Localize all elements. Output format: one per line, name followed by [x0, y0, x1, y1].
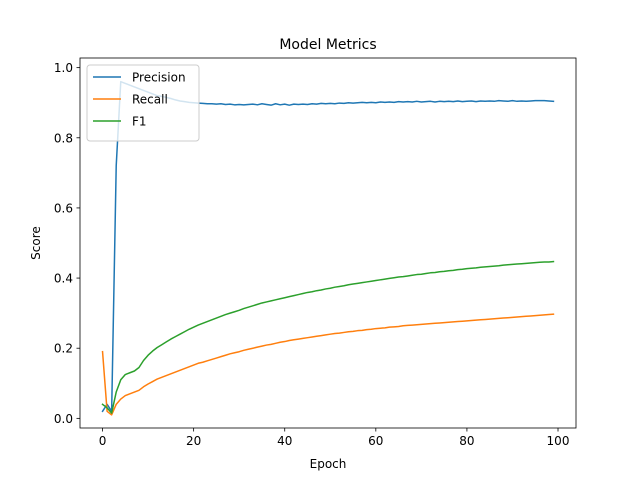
- y-tick-label: 0.8: [54, 131, 73, 145]
- plot-area-frame: [79, 57, 577, 429]
- x-tick-label: 80: [459, 434, 474, 448]
- y-axis-label: Score: [29, 226, 43, 260]
- y-tick-label: 0.6: [54, 201, 73, 215]
- y-tick-label: 1.0: [54, 61, 73, 75]
- y-tick-label: 0.2: [54, 342, 73, 356]
- x-tick-label: 0: [99, 434, 107, 448]
- legend-label-f1: F1: [132, 115, 147, 129]
- legend: Precision Recall F1: [86, 64, 200, 142]
- y-tick-label: 0.0: [54, 412, 73, 426]
- legend-label-precision: Precision: [132, 71, 186, 85]
- x-tick-label: 40: [277, 434, 292, 448]
- y-axis: 0.0 0.2 0.4 0.6 0.8 1.0: [54, 61, 80, 426]
- x-tick-label: 20: [186, 434, 201, 448]
- x-axis-label: Epoch: [310, 457, 347, 471]
- x-tick-label: 100: [547, 434, 570, 448]
- chart-title: Model Metrics: [279, 37, 376, 53]
- legend-box: [86, 64, 200, 142]
- legend-label-recall: Recall: [132, 93, 168, 107]
- y-tick-label: 0.4: [54, 272, 73, 286]
- series-line-recall: [101, 313, 555, 416]
- x-axis: 0 20 40 60 80 100: [99, 428, 570, 448]
- x-tick-label: 60: [368, 434, 383, 448]
- series-line-f1: [101, 260, 555, 414]
